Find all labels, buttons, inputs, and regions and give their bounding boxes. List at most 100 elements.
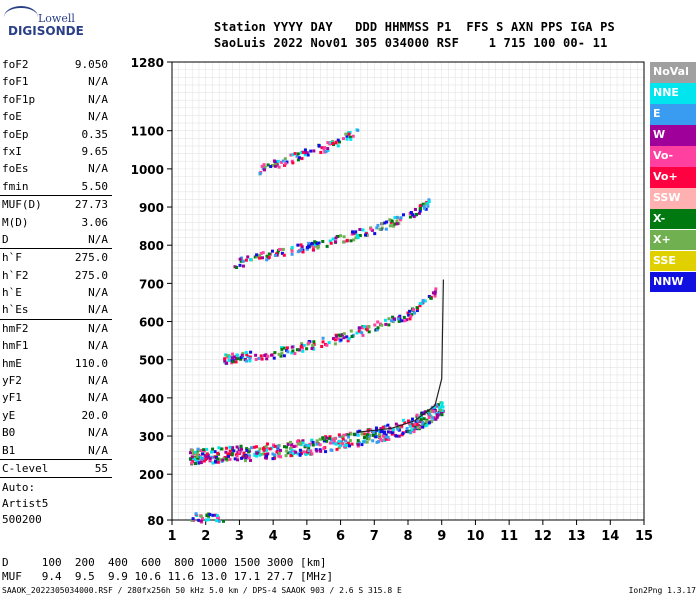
echo-point [321, 436, 325, 440]
echo-point [217, 516, 221, 520]
echo-point [350, 232, 354, 236]
legend: NoVal NNE E W Vo- Vo+ SSW X- X+ SSE NNW [650, 62, 696, 293]
echo-point [406, 311, 410, 315]
echo-point [415, 306, 419, 310]
echo-point [309, 242, 313, 246]
echo-point [398, 317, 402, 321]
echo-point [307, 341, 311, 345]
echo-point [349, 137, 353, 141]
echo-point [231, 352, 235, 356]
echo-point [431, 416, 435, 420]
echo-point [309, 149, 313, 153]
echo-point [271, 452, 275, 456]
echo-point [258, 447, 262, 451]
echo-point [387, 323, 391, 327]
echo-point [329, 438, 333, 442]
echo-point [345, 134, 349, 138]
echo-point [253, 255, 257, 259]
y-tick-label: 600 [139, 316, 164, 330]
echo-point [434, 417, 438, 421]
echo-point [216, 457, 220, 461]
x-tick-label: 13 [568, 529, 586, 544]
echo-point [241, 352, 245, 356]
param-row: B0 N/A [0, 424, 112, 441]
echo-point [246, 255, 250, 259]
echo-point [322, 147, 326, 151]
echo-point [307, 244, 311, 248]
echo-point [255, 255, 259, 259]
echo-point [348, 131, 352, 135]
echo-point [360, 326, 364, 330]
echo-point [321, 340, 325, 344]
echo-point [239, 357, 243, 361]
echo-point [213, 455, 217, 459]
echo-point [397, 434, 401, 438]
echo-point [405, 318, 409, 322]
echo-point [297, 348, 301, 352]
echo-point [258, 256, 262, 260]
echo-point [188, 457, 192, 461]
echo-point [224, 457, 228, 461]
echo-point [338, 140, 342, 144]
echo-point [360, 443, 364, 447]
echo-point [337, 333, 341, 337]
echo-point [418, 209, 422, 213]
echo-point [339, 338, 343, 342]
echo-point [397, 221, 401, 225]
echo-point [293, 352, 297, 356]
echo-point [195, 452, 199, 456]
param-value: 0.35 [81, 127, 109, 141]
echo-point [289, 454, 293, 458]
echo-point [357, 441, 361, 445]
echo-point [207, 514, 211, 518]
echo-point [424, 202, 428, 206]
echo-point [207, 518, 211, 522]
param-value: N/A [88, 426, 108, 440]
echo-point [335, 447, 339, 451]
logo-arc [4, 6, 38, 28]
echo-point [249, 350, 253, 354]
echo-point [273, 453, 277, 457]
echo-point [304, 452, 308, 456]
echo-point [208, 512, 212, 516]
echo-point [340, 440, 344, 444]
echo-point [219, 447, 223, 451]
legend-item: X- [650, 208, 696, 230]
echo-point [191, 451, 195, 455]
echo-point [310, 347, 314, 351]
echo-point [326, 147, 330, 151]
header-line-1: Station YYYY DAY DDD HHMMSS P1 FFS S AXN… [214, 20, 615, 34]
echo-point [311, 443, 315, 447]
echo-point [277, 451, 281, 455]
echo-point [422, 417, 426, 421]
echo-point [415, 212, 419, 216]
echo-point [260, 164, 264, 168]
echo-point [380, 439, 384, 443]
param-name: hmE [2, 356, 22, 370]
echo-point [199, 519, 203, 523]
echo-point [413, 207, 417, 211]
echo-point [360, 331, 364, 335]
echo-point [374, 426, 378, 430]
y-tick-label: 500 [139, 354, 164, 368]
echo-point [436, 413, 440, 417]
echo-point [289, 447, 293, 451]
echo-point [205, 447, 209, 451]
echo-point [319, 449, 323, 453]
echo-point [347, 337, 351, 341]
param-value: N/A [88, 339, 108, 353]
param-row: h`Es N/A [0, 301, 112, 320]
echo-point [402, 315, 406, 319]
echo-point [374, 435, 378, 439]
footer-info: SAAOK_2022305034000.RSF / 280fx256h 50 k… [2, 586, 402, 595]
echo-point [391, 315, 395, 319]
echo-point [307, 446, 311, 450]
echo-point [236, 458, 240, 462]
echo-point [230, 452, 234, 456]
echo-point [386, 430, 390, 434]
echo-point [324, 150, 328, 154]
echo-point [190, 461, 194, 465]
echo-point [336, 234, 340, 238]
echo-point [201, 516, 205, 520]
